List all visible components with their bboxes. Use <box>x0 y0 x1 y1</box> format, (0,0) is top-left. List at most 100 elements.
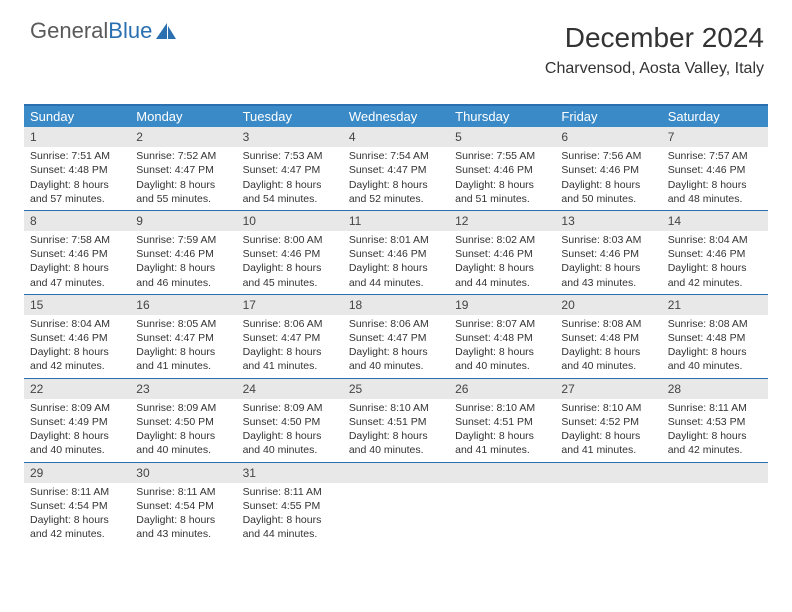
calendar-cell: 16Sunrise: 8:05 AMSunset: 4:47 PMDayligh… <box>130 295 236 378</box>
week-row: 8Sunrise: 7:58 AMSunset: 4:46 PMDaylight… <box>24 210 768 294</box>
sunset-text: Sunset: 4:53 PM <box>668 415 762 429</box>
sunrise-text: Sunrise: 7:57 AM <box>668 149 762 163</box>
sunset-text: Sunset: 4:48 PM <box>668 331 762 345</box>
daylight-line2: and 40 minutes. <box>349 443 443 457</box>
daylight-line2: and 46 minutes. <box>136 276 230 290</box>
day-number: 5 <box>449 127 555 147</box>
cell-body: Sunrise: 8:11 AMSunset: 4:54 PMDaylight:… <box>24 483 130 546</box>
day-header-monday: Monday <box>130 106 236 127</box>
day-number: 26 <box>449 379 555 399</box>
day-header-tuesday: Tuesday <box>237 106 343 127</box>
daylight-line1: Daylight: 8 hours <box>668 261 762 275</box>
cell-body: Sunrise: 8:06 AMSunset: 4:47 PMDaylight:… <box>343 315 449 378</box>
daylight-line2: and 47 minutes. <box>30 276 124 290</box>
calendar-cell: 19Sunrise: 8:07 AMSunset: 4:48 PMDayligh… <box>449 295 555 378</box>
cell-body: Sunrise: 7:55 AMSunset: 4:46 PMDaylight:… <box>449 147 555 210</box>
day-number: x <box>343 463 449 483</box>
sunset-text: Sunset: 4:46 PM <box>30 331 124 345</box>
cell-body: Sunrise: 7:57 AMSunset: 4:46 PMDaylight:… <box>662 147 768 210</box>
sunrise-text: Sunrise: 8:06 AM <box>243 317 337 331</box>
sunset-text: Sunset: 4:46 PM <box>455 247 549 261</box>
daylight-line1: Daylight: 8 hours <box>455 429 549 443</box>
daylight-line1: Daylight: 8 hours <box>136 261 230 275</box>
daylight-line2: and 41 minutes. <box>243 359 337 373</box>
daylight-line1: Daylight: 8 hours <box>243 429 337 443</box>
calendar-cell: x <box>343 463 449 546</box>
day-number: 24 <box>237 379 343 399</box>
sunset-text: Sunset: 4:46 PM <box>30 247 124 261</box>
daylight-line2: and 43 minutes. <box>561 276 655 290</box>
sunset-text: Sunset: 4:49 PM <box>30 415 124 429</box>
sunset-text: Sunset: 4:46 PM <box>136 247 230 261</box>
daylight-line1: Daylight: 8 hours <box>30 345 124 359</box>
calendar-cell: 23Sunrise: 8:09 AMSunset: 4:50 PMDayligh… <box>130 379 236 462</box>
sunrise-text: Sunrise: 8:05 AM <box>136 317 230 331</box>
daylight-line1: Daylight: 8 hours <box>455 178 549 192</box>
cell-body: Sunrise: 8:07 AMSunset: 4:48 PMDaylight:… <box>449 315 555 378</box>
logo-word-general: General <box>30 18 108 44</box>
sunset-text: Sunset: 4:47 PM <box>243 163 337 177</box>
daylight-line2: and 50 minutes. <box>561 192 655 206</box>
sunset-text: Sunset: 4:47 PM <box>349 331 443 345</box>
daylight-line2: and 42 minutes. <box>668 276 762 290</box>
sunrise-text: Sunrise: 8:11 AM <box>668 401 762 415</box>
calendar-cell: 5Sunrise: 7:55 AMSunset: 4:46 PMDaylight… <box>449 127 555 210</box>
logo-sail-icon <box>156 22 178 40</box>
sunset-text: Sunset: 4:47 PM <box>136 163 230 177</box>
sunset-text: Sunset: 4:54 PM <box>30 499 124 513</box>
sunrise-text: Sunrise: 8:10 AM <box>455 401 549 415</box>
sunrise-text: Sunrise: 7:56 AM <box>561 149 655 163</box>
cell-body: Sunrise: 8:11 AMSunset: 4:54 PMDaylight:… <box>130 483 236 546</box>
daylight-line1: Daylight: 8 hours <box>668 345 762 359</box>
cell-body: Sunrise: 8:11 AMSunset: 4:55 PMDaylight:… <box>237 483 343 546</box>
sunset-text: Sunset: 4:46 PM <box>561 163 655 177</box>
daylight-line1: Daylight: 8 hours <box>30 429 124 443</box>
cell-body: Sunrise: 8:02 AMSunset: 4:46 PMDaylight:… <box>449 231 555 294</box>
day-number: 29 <box>24 463 130 483</box>
cell-body: Sunrise: 7:51 AMSunset: 4:48 PMDaylight:… <box>24 147 130 210</box>
daylight-line1: Daylight: 8 hours <box>30 178 124 192</box>
daylight-line1: Daylight: 8 hours <box>349 345 443 359</box>
logo: GeneralBlue <box>30 18 178 44</box>
cell-body: Sunrise: 7:59 AMSunset: 4:46 PMDaylight:… <box>130 231 236 294</box>
sunrise-text: Sunrise: 8:11 AM <box>136 485 230 499</box>
sunrise-text: Sunrise: 8:09 AM <box>243 401 337 415</box>
sunset-text: Sunset: 4:54 PM <box>136 499 230 513</box>
day-number: 21 <box>662 295 768 315</box>
daylight-line2: and 40 minutes. <box>455 359 549 373</box>
day-number: 31 <box>237 463 343 483</box>
sunrise-text: Sunrise: 7:55 AM <box>455 149 549 163</box>
calendar-cell: 11Sunrise: 8:01 AMSunset: 4:46 PMDayligh… <box>343 211 449 294</box>
sunset-text: Sunset: 4:46 PM <box>561 247 655 261</box>
cell-body: Sunrise: 8:10 AMSunset: 4:51 PMDaylight:… <box>449 399 555 462</box>
sunrise-text: Sunrise: 7:59 AM <box>136 233 230 247</box>
day-number: 1 <box>24 127 130 147</box>
sunrise-text: Sunrise: 8:08 AM <box>668 317 762 331</box>
calendar-cell: 1Sunrise: 7:51 AMSunset: 4:48 PMDaylight… <box>24 127 130 210</box>
daylight-line1: Daylight: 8 hours <box>243 345 337 359</box>
daylight-line2: and 42 minutes. <box>30 527 124 541</box>
sunrise-text: Sunrise: 8:02 AM <box>455 233 549 247</box>
sunset-text: Sunset: 4:46 PM <box>243 247 337 261</box>
sunset-text: Sunset: 4:52 PM <box>561 415 655 429</box>
calendar-cell: 9Sunrise: 7:59 AMSunset: 4:46 PMDaylight… <box>130 211 236 294</box>
day-number: 15 <box>24 295 130 315</box>
calendar-cell: 2Sunrise: 7:52 AMSunset: 4:47 PMDaylight… <box>130 127 236 210</box>
daylight-line1: Daylight: 8 hours <box>243 261 337 275</box>
day-number: 9 <box>130 211 236 231</box>
cell-body: Sunrise: 8:04 AMSunset: 4:46 PMDaylight:… <box>662 231 768 294</box>
calendar-cell: 13Sunrise: 8:03 AMSunset: 4:46 PMDayligh… <box>555 211 661 294</box>
daylight-line2: and 44 minutes. <box>243 527 337 541</box>
daylight-line1: Daylight: 8 hours <box>668 178 762 192</box>
day-number: 10 <box>237 211 343 231</box>
cell-body: Sunrise: 7:52 AMSunset: 4:47 PMDaylight:… <box>130 147 236 210</box>
day-number: x <box>555 463 661 483</box>
sunrise-text: Sunrise: 8:04 AM <box>668 233 762 247</box>
week-row: 1Sunrise: 7:51 AMSunset: 4:48 PMDaylight… <box>24 127 768 210</box>
sunset-text: Sunset: 4:55 PM <box>243 499 337 513</box>
daylight-line2: and 54 minutes. <box>243 192 337 206</box>
daylight-line2: and 57 minutes. <box>30 192 124 206</box>
daylight-line1: Daylight: 8 hours <box>349 429 443 443</box>
calendar-cell: 24Sunrise: 8:09 AMSunset: 4:50 PMDayligh… <box>237 379 343 462</box>
calendar-cell: x <box>555 463 661 546</box>
